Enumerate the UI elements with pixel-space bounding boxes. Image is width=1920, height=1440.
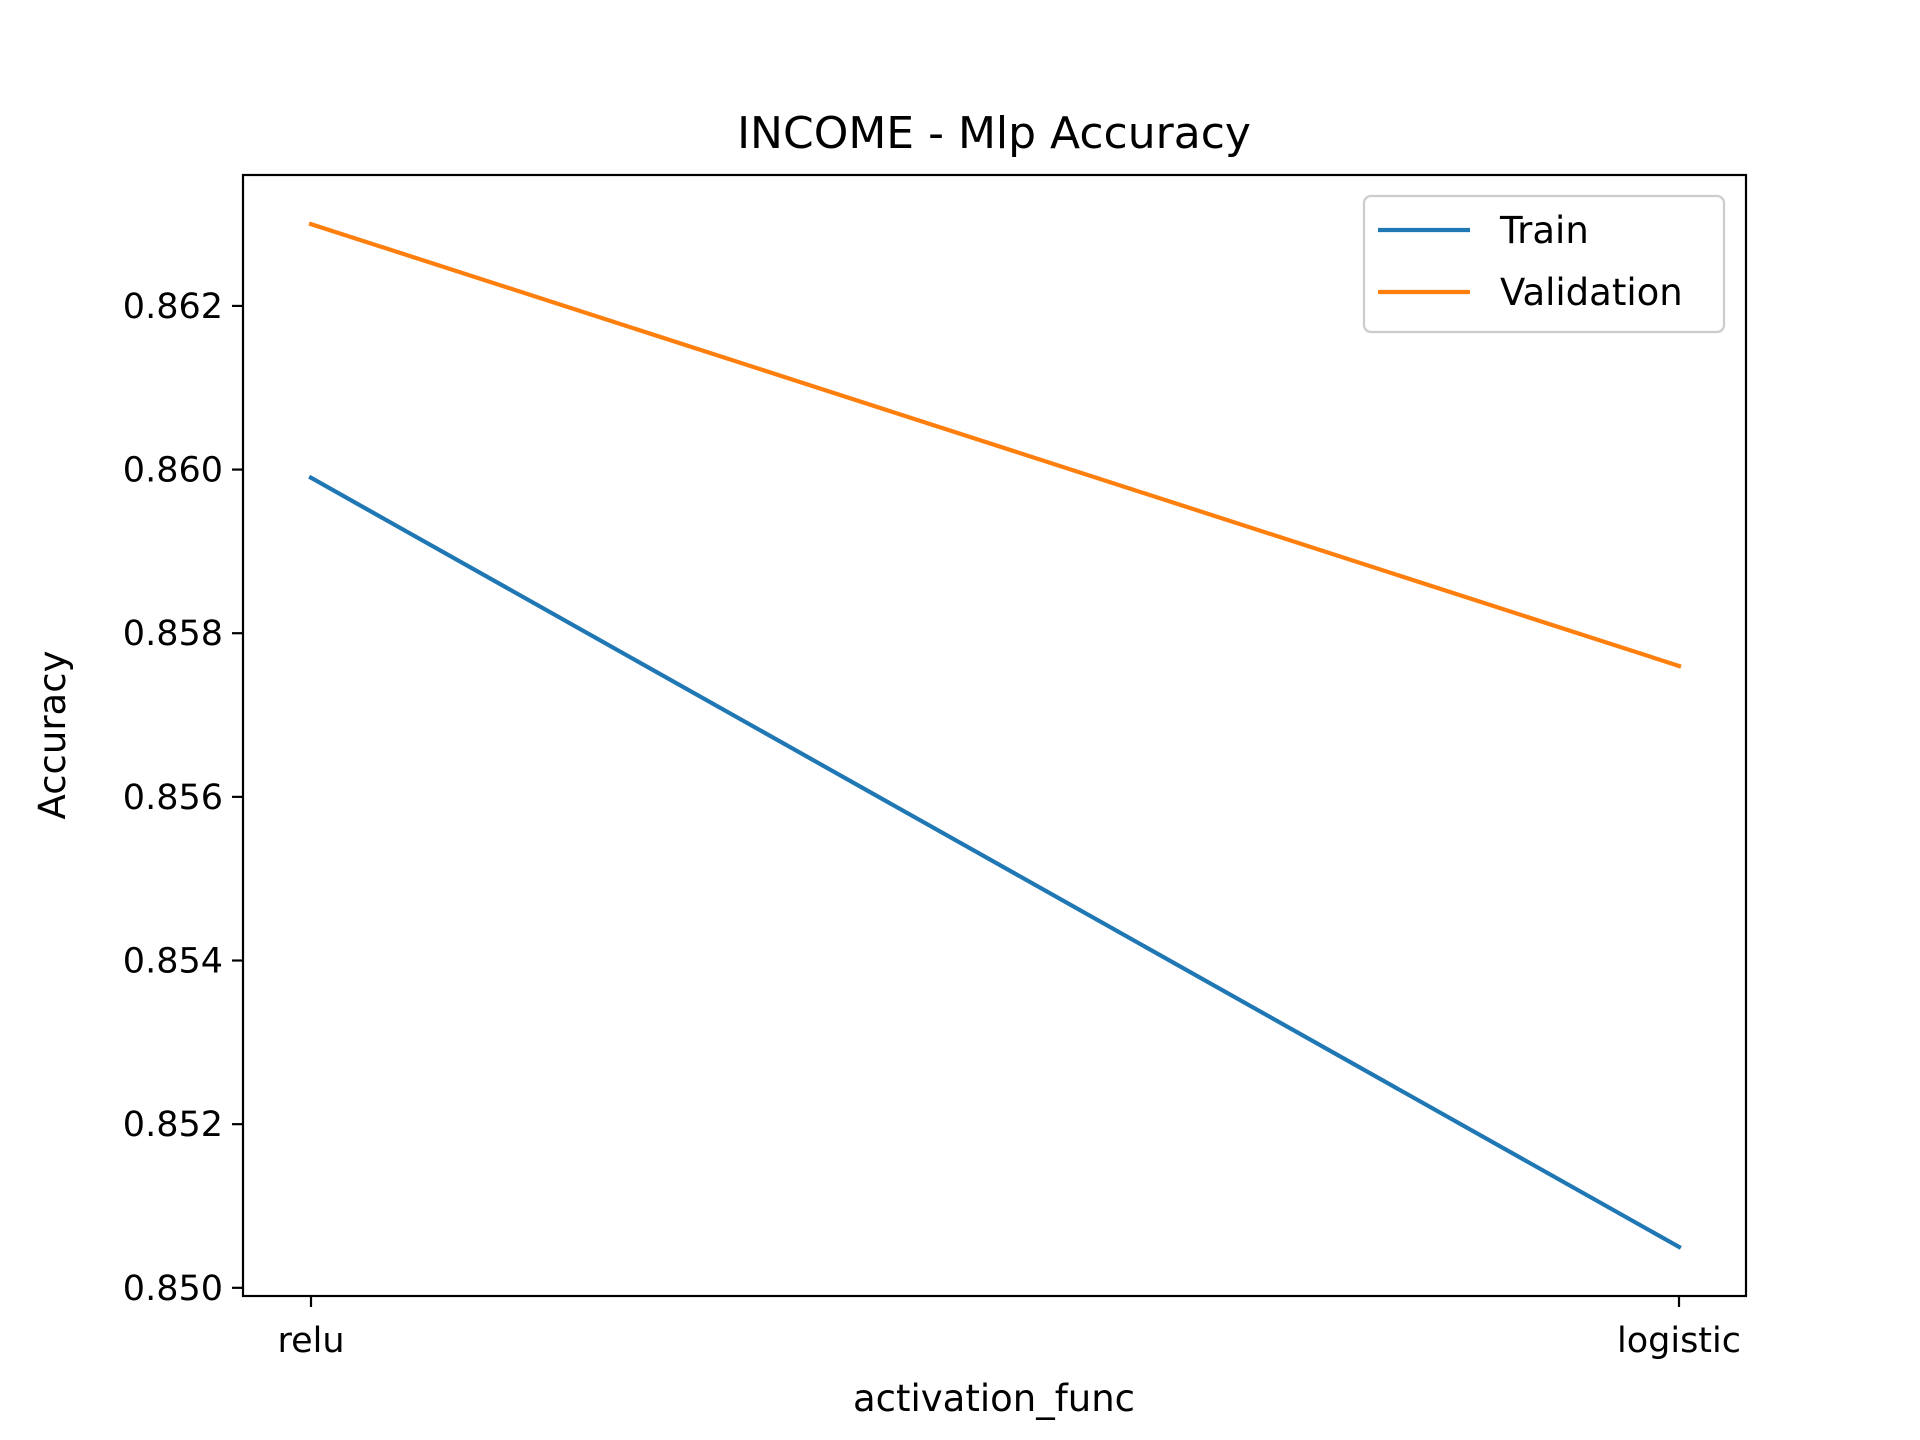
legend-label-validation: Validation — [1500, 271, 1683, 314]
y-axis-label: Accuracy — [31, 651, 74, 820]
y-tick-label: 0.852 — [123, 1105, 223, 1145]
series-line-train — [308, 474, 1682, 1250]
y-tick-label: 0.860 — [123, 451, 223, 491]
y-tick-label: 0.862 — [123, 287, 223, 327]
series-lines — [308, 221, 1682, 1250]
y-tick-label: 0.854 — [123, 942, 223, 982]
legend-entries: Train Validation — [1378, 209, 1683, 314]
y-tick-label: 0.850 — [123, 1269, 223, 1309]
x-axis-label: activation_func — [853, 1377, 1135, 1420]
x-tick-label: logistic — [1617, 1321, 1741, 1361]
x-tick-label: relu — [277, 1321, 344, 1361]
x-axis-ticks: relu logistic — [277, 1296, 1741, 1361]
y-tick-label: 0.858 — [123, 614, 223, 654]
legend: Train Validation — [1362, 194, 1726, 334]
legend-label-train: Train — [1499, 209, 1589, 252]
series-line-validation — [308, 221, 1682, 669]
chart-title: INCOME - Mlp Accuracy — [737, 108, 1251, 159]
y-tick-label: 0.856 — [123, 778, 223, 818]
plot-area-frame — [241, 173, 1748, 1298]
y-axis-ticks: 0.850 0.852 0.854 0.856 0.858 0.860 0.862 — [123, 287, 243, 1309]
